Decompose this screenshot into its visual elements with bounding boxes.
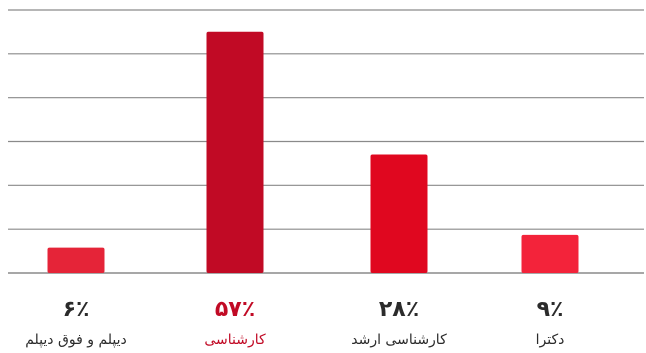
category-label: دیپلم و فوق دیپلم: [25, 332, 127, 348]
bar: [370, 154, 428, 273]
bar: [47, 247, 105, 273]
bar: [521, 234, 579, 273]
bar: [206, 31, 264, 274]
labels: ۶٪ دیپلم و فوق دیپلم ۵۷٪ کارشناسی ۲۸٪ کارشناس…: [25, 297, 564, 348]
data-label: ۶٪: [63, 297, 90, 322]
gridlines: [8, 9, 644, 274]
data-label: ۲۸٪: [379, 297, 419, 322]
category-label: کارشناسی: [204, 332, 266, 348]
category-label: دکترا: [536, 332, 565, 348]
bars: [47, 31, 579, 274]
category-label: کارشناسی ارشد: [351, 332, 447, 348]
data-label: ۹٪: [537, 297, 564, 322]
data-label: ۵۷٪: [215, 297, 255, 322]
